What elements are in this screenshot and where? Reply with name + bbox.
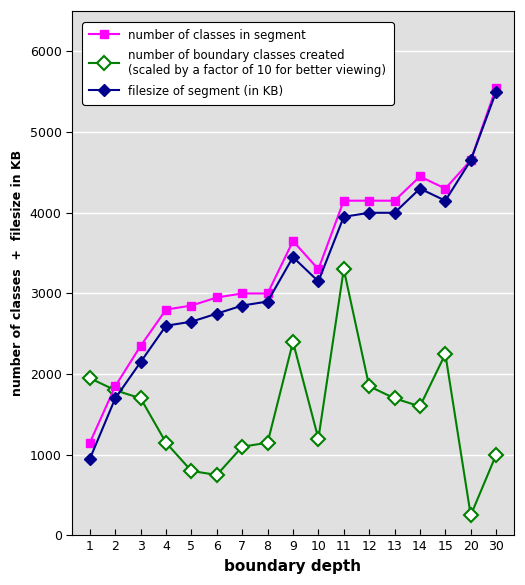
- number of classes in segment: [341, 197, 347, 204]
- filesize of segment (in KB): [290, 254, 296, 261]
- number of classes in segment: [112, 383, 119, 390]
- number of classes in segment: [417, 173, 423, 180]
- number of boundary classes created
(scaled by a factor of 10 for better viewing): [290, 338, 296, 345]
- number of classes in segment: [138, 342, 144, 349]
- filesize of segment (in KB): [265, 298, 271, 305]
- number of classes in segment: [392, 197, 398, 204]
- number of boundary classes created
(scaled by a factor of 10 for better viewing): [493, 451, 499, 458]
- number of classes in segment: [163, 306, 169, 313]
- number of classes in segment: [290, 238, 296, 245]
- number of classes in segment: [442, 185, 448, 192]
- number of boundary classes created
(scaled by a factor of 10 for better viewing): [392, 395, 398, 402]
- filesize of segment (in KB): [366, 209, 372, 216]
- Legend: number of classes in segment, number of boundary classes created
(scaled by a fa: number of classes in segment, number of …: [82, 22, 394, 105]
- filesize of segment (in KB): [214, 310, 220, 317]
- number of classes in segment: [214, 294, 220, 301]
- number of boundary classes created
(scaled by a factor of 10 for better viewing): [442, 350, 448, 357]
- Line: filesize of segment (in KB): filesize of segment (in KB): [86, 88, 500, 463]
- number of classes in segment: [493, 84, 499, 91]
- number of boundary classes created
(scaled by a factor of 10 for better viewing): [315, 435, 321, 442]
- number of boundary classes created
(scaled by a factor of 10 for better viewing): [138, 395, 144, 402]
- Y-axis label: number of classes  +  filesize in KB: number of classes + filesize in KB: [11, 150, 24, 397]
- filesize of segment (in KB): [112, 395, 119, 402]
- number of classes in segment: [265, 290, 271, 297]
- filesize of segment (in KB): [417, 185, 423, 192]
- filesize of segment (in KB): [188, 318, 195, 325]
- filesize of segment (in KB): [138, 359, 144, 366]
- number of boundary classes created
(scaled by a factor of 10 for better viewing): [163, 439, 169, 446]
- filesize of segment (in KB): [493, 88, 499, 95]
- number of boundary classes created
(scaled by a factor of 10 for better viewing): [468, 512, 474, 519]
- number of classes in segment: [315, 266, 321, 273]
- number of classes in segment: [87, 439, 93, 446]
- number of boundary classes created
(scaled by a factor of 10 for better viewing): [214, 472, 220, 479]
- number of classes in segment: [366, 197, 372, 204]
- number of classes in segment: [188, 302, 195, 309]
- number of boundary classes created
(scaled by a factor of 10 for better viewing): [239, 443, 245, 450]
- X-axis label: boundary depth: boundary depth: [224, 559, 362, 574]
- number of boundary classes created
(scaled by a factor of 10 for better viewing): [366, 383, 372, 390]
- number of boundary classes created
(scaled by a factor of 10 for better viewing): [341, 266, 347, 273]
- filesize of segment (in KB): [442, 197, 448, 204]
- filesize of segment (in KB): [341, 214, 347, 221]
- number of boundary classes created
(scaled by a factor of 10 for better viewing): [188, 467, 195, 474]
- number of classes in segment: [239, 290, 245, 297]
- number of boundary classes created
(scaled by a factor of 10 for better viewing): [87, 374, 93, 381]
- number of boundary classes created
(scaled by a factor of 10 for better viewing): [417, 403, 423, 410]
- filesize of segment (in KB): [468, 157, 474, 164]
- filesize of segment (in KB): [87, 455, 93, 462]
- number of classes in segment: [468, 157, 474, 164]
- number of boundary classes created
(scaled by a factor of 10 for better viewing): [112, 387, 119, 394]
- filesize of segment (in KB): [392, 209, 398, 216]
- filesize of segment (in KB): [163, 322, 169, 329]
- filesize of segment (in KB): [239, 302, 245, 309]
- number of boundary classes created
(scaled by a factor of 10 for better viewing): [265, 439, 271, 446]
- Line: number of boundary classes created
(scaled by a factor of 10 for better viewing): number of boundary classes created (scal…: [85, 264, 501, 520]
- Line: number of classes in segment: number of classes in segment: [86, 84, 500, 447]
- filesize of segment (in KB): [315, 278, 321, 285]
